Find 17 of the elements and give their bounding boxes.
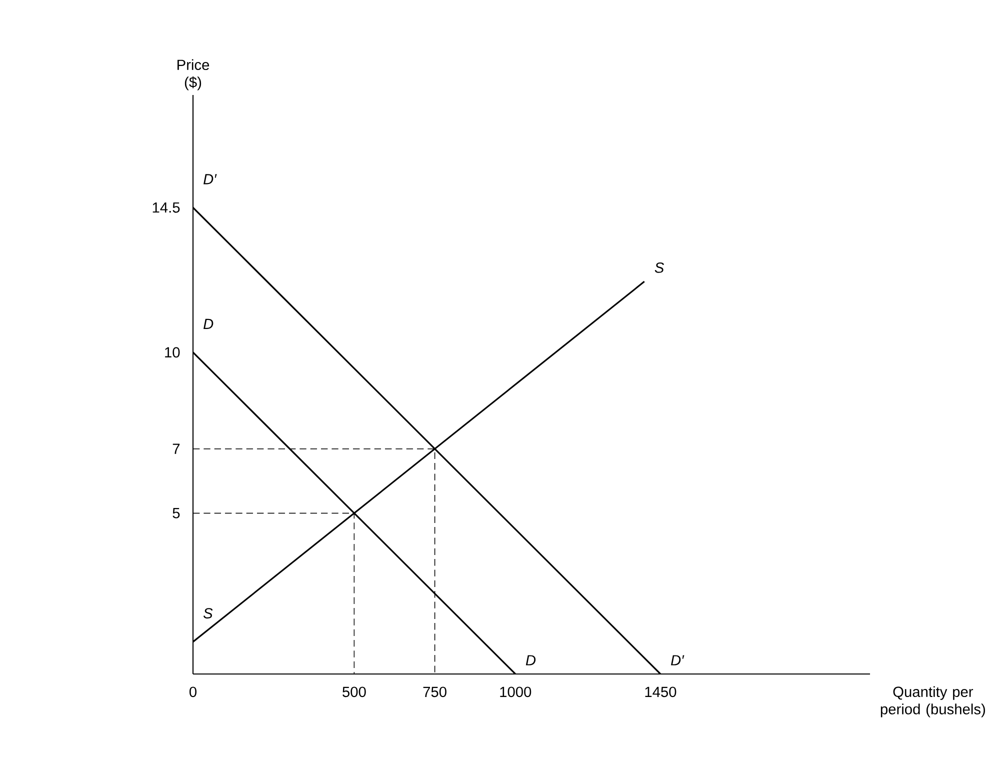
text: D′ [204, 174, 217, 184]
y-tick-label: 7 [172, 444, 180, 454]
series-label: D′ [670, 655, 684, 666]
x-tick-label: 1000 [500, 686, 532, 698]
text: S [654, 262, 664, 273]
x-tick-label: 1450 [645, 686, 676, 698]
x-tick-label: 500 [342, 686, 366, 698]
x-tick-label: 750 [423, 686, 446, 698]
x-axis-title: Quantity per period (bushels) [880, 686, 985, 718]
y-axis-title: Price ($) [178, 59, 210, 90]
x-tick-label: 0 [189, 686, 196, 698]
text: D [204, 318, 214, 329]
y-tick-label: 14.5 [152, 202, 180, 213]
series-label: D [526, 655, 536, 666]
series-label: S [203, 608, 213, 618]
y-tick-label: 10 [165, 347, 180, 358]
y-tick-label: 5 [172, 508, 180, 518]
